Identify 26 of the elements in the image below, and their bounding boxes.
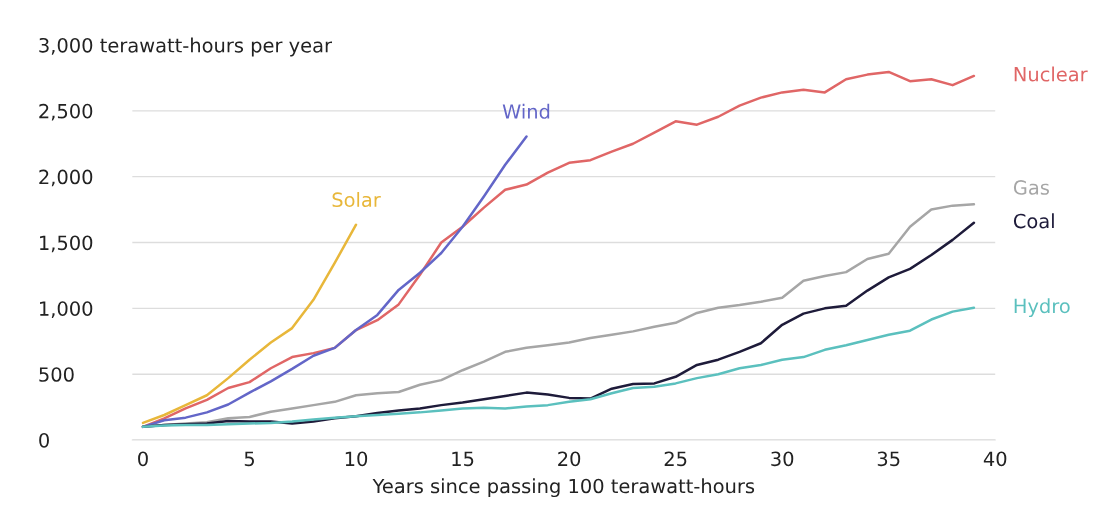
text: Gas	[1013, 180, 1049, 195]
text: Hydro	[1014, 298, 1070, 318]
x-tick-label: 25	[664, 451, 687, 467]
x-tick-label: 5	[244, 451, 254, 467]
y-tick-label: 0	[39, 432, 49, 448]
y-tick-label: 500	[39, 367, 74, 382]
series-label: Wind	[502, 103, 550, 119]
y-tick-label: 1,500	[40, 235, 93, 253]
line-series	[141, 306, 976, 429]
x-tick-label: 40	[983, 451, 1007, 467]
y-tick-label: 2,000	[39, 169, 93, 187]
x-axis-title: Years since passing 100 terawatt-hours	[372, 478, 755, 498]
text: Nuclear	[1014, 66, 1088, 82]
y-tick-label: 2,500	[39, 103, 93, 121]
line-series	[141, 223, 358, 425]
x-tick-label: 30	[771, 451, 794, 467]
y-tick-label: 3,000 terawatt-hours per year	[39, 37, 333, 57]
x-tick-label: 20	[558, 451, 581, 467]
text: Coal	[1013, 213, 1054, 229]
x-tick-label: 10	[345, 451, 368, 467]
series-label: Solar	[332, 192, 381, 208]
x-tick-label: 15	[452, 451, 474, 467]
y-tick-label: 1,000	[40, 301, 93, 318]
x-tick-label: 0	[138, 451, 148, 467]
x-tick-label: 35	[877, 451, 900, 467]
line-series	[141, 135, 528, 429]
